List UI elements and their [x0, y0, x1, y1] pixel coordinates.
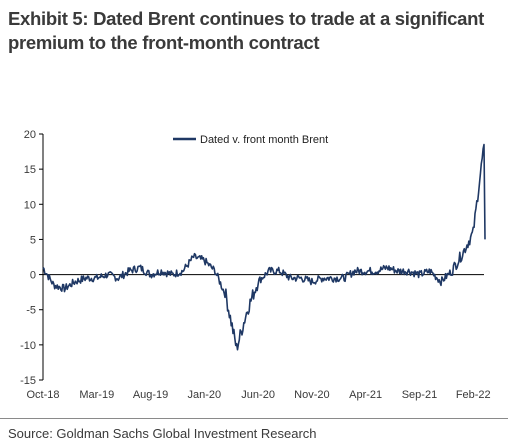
divider [0, 418, 508, 419]
y-tick-label: 5 [30, 234, 36, 246]
x-tick-label: Feb-22 [456, 389, 491, 401]
y-tick-label: 20 [24, 129, 36, 141]
x-tick-label: Aug-19 [133, 389, 168, 401]
x-tick-label: Jan-20 [188, 389, 222, 401]
x-tick-label: Sep-21 [402, 389, 437, 401]
x-tick-label: Mar-19 [79, 389, 114, 401]
series-line-dated-v-front-month [42, 143, 486, 351]
y-tick-label: -5 [26, 305, 36, 317]
y-axis: -15 -10 -5 0 5 10 15 20 [20, 129, 44, 387]
y-tick-label: -10 [20, 340, 36, 352]
x-tick-label: Nov-20 [294, 389, 329, 401]
chart-title: Exhibit 5: Dated Brent continues to trad… [8, 8, 485, 53]
y-tick-label: -15 [20, 375, 36, 387]
chart: -15 -10 -5 0 5 10 15 20 Oct-18 Mar-19 Aug-19 Jan-2… [20, 129, 491, 401]
x-tick-label: Oct-18 [26, 389, 59, 401]
x-tick-label: Apr-21 [349, 389, 382, 401]
y-tick-label: 10 [24, 199, 36, 211]
y-tick-label: 15 [24, 164, 36, 176]
legend: Dated v. front month Brent [173, 134, 328, 146]
source-note: Source: Goldman Sachs Global Investment … [8, 426, 317, 441]
series-layer [42, 143, 486, 351]
x-tick-label: Jun-20 [241, 389, 275, 401]
y-tick-label: 0 [30, 270, 36, 282]
legend-label: Dated v. front month Brent [200, 134, 328, 146]
x-axis: Oct-18 Mar-19 Aug-19 Jan-20 Jun-20 Nov-20 Apr-… [26, 274, 491, 401]
